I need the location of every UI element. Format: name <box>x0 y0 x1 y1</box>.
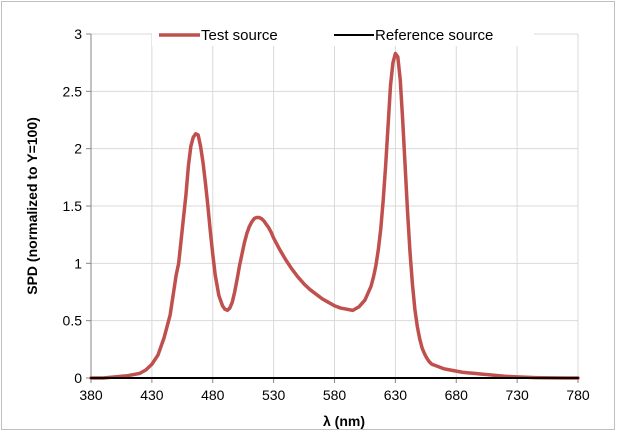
axes <box>86 33 579 383</box>
grid-lines <box>90 33 579 379</box>
x-tick-label: 580 <box>323 387 347 403</box>
x-axis-title: λ (nm) <box>323 413 365 429</box>
x-tick-label: 630 <box>384 387 408 403</box>
y-tick-label: 3 <box>74 26 82 42</box>
legend-label-test-source: Test source <box>201 27 278 44</box>
x-tick-label: 680 <box>445 387 469 403</box>
x-tick-label: 780 <box>566 387 590 403</box>
y-tick-label: 2.5 <box>63 83 83 99</box>
x-tick-label: 480 <box>201 387 225 403</box>
y-tick-label: 1 <box>74 255 82 271</box>
y-tick-label: 1.5 <box>63 198 83 214</box>
x-tick-label: 430 <box>140 387 164 403</box>
x-tick-labels: 380 430 480 530 580 630 680 730 780 <box>79 387 590 403</box>
y-tick-labels: 0 0.5 1 1.5 2 2.5 3 <box>63 26 83 386</box>
y-tick-label: 0.5 <box>63 313 83 329</box>
y-tick-label: 2 <box>74 141 82 157</box>
x-tick-label: 530 <box>262 387 286 403</box>
legend: Test source Reference source <box>152 24 534 46</box>
x-tick-label: 380 <box>79 387 103 403</box>
x-tick-label: 730 <box>505 387 529 403</box>
y-tick-label: 0 <box>74 370 82 386</box>
series-test-source-line <box>89 51 580 380</box>
y-axis-title: SPD (normalized to Y=100) <box>24 117 40 295</box>
series-layer <box>89 51 580 380</box>
legend-label-reference-source: Reference source <box>375 27 493 44</box>
